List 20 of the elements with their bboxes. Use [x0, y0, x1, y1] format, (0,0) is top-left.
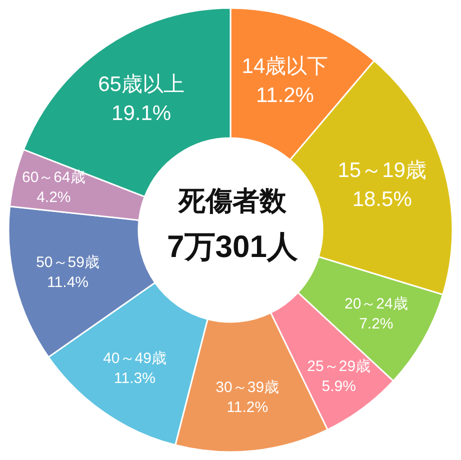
data-label: 11.3% [114, 370, 156, 388]
slice-label: 40～49歳 [103, 350, 166, 368]
slice-label: 30～39歳 [216, 379, 280, 396]
text: 死傷者数 [178, 186, 288, 216]
slice-label: 15～19歳 [338, 158, 426, 182]
slice-label: 20～24歳 [344, 296, 408, 313]
text: 7万301人 [167, 229, 299, 264]
data-label: 11.4% [47, 274, 88, 291]
slice-label: 25～29歳 [307, 358, 371, 376]
data-label: 11.2% [256, 84, 314, 108]
data-label: 19.1% [112, 102, 172, 126]
data-label: 5.9% [322, 378, 356, 396]
slice-label: 14歳以下 [242, 55, 328, 78]
data-label: 7.2% [359, 316, 394, 333]
slice-label: 65歳以上 [98, 73, 184, 96]
data-label: 4.2% [36, 188, 71, 206]
data-label: 18.5% [352, 188, 412, 211]
data-label: 11.2% [226, 399, 268, 416]
slice-label: 60～64歳 [22, 168, 86, 186]
slice-label: 50～59歳 [36, 254, 100, 271]
